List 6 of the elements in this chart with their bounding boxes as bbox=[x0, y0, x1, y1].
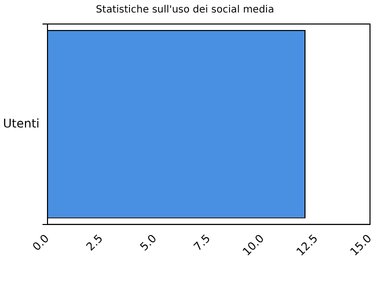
x-tick-label: 5.0 bbox=[138, 232, 160, 254]
x-tick-label: 7.5 bbox=[191, 232, 213, 254]
x-tick-label: 2.5 bbox=[84, 232, 106, 254]
chart-title: Statistiche sull'uso dei social media bbox=[96, 4, 274, 16]
y-tick-label: Utenti bbox=[3, 116, 40, 130]
x-tick-label: 0.0 bbox=[30, 232, 52, 254]
